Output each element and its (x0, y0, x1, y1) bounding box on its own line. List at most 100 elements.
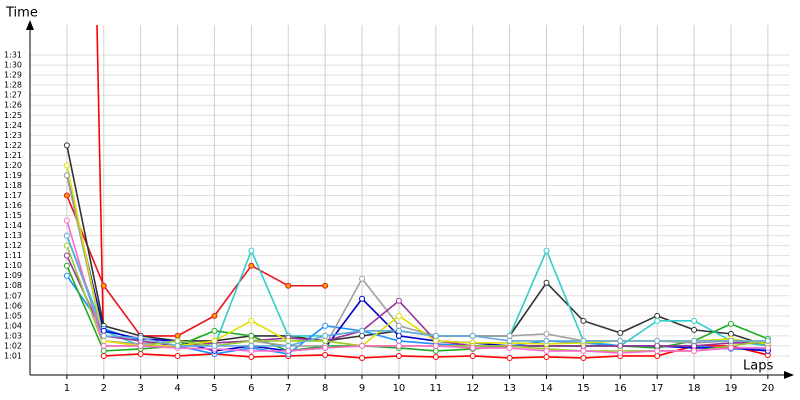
data-point (63, 172, 70, 179)
x-tick-label: 1 (64, 383, 70, 394)
data-point (432, 332, 439, 339)
data-point (211, 327, 218, 334)
data-point (137, 334, 144, 341)
data-point (174, 332, 181, 339)
data-point (63, 142, 70, 149)
data-point (543, 353, 550, 360)
x-tick-label: 19 (725, 383, 738, 394)
series-line (66, 265, 769, 352)
y-tick-label: 1:15 (4, 211, 22, 220)
data-point (63, 252, 70, 259)
y-tick-label: 1:05 (4, 311, 22, 320)
data-point (432, 342, 439, 349)
y-tick-label: 1:08 (4, 281, 22, 290)
data-point (211, 342, 218, 349)
data-point (727, 344, 734, 351)
data-point (617, 337, 624, 344)
data-point (617, 342, 624, 349)
data-point (691, 326, 698, 333)
x-tick-label: 13 (503, 383, 516, 394)
x-tick-label: 10 (393, 383, 406, 394)
x-tick-label: 11 (429, 383, 442, 394)
data-point (469, 352, 476, 359)
y-tick-label: 1:21 (4, 151, 22, 160)
data-point (359, 327, 366, 334)
x-tick-label: 9 (359, 383, 365, 394)
data-point (617, 349, 624, 356)
data-point (322, 344, 329, 351)
data-point (395, 322, 402, 329)
y-tick-label: 1:16 (4, 201, 22, 210)
y-axis-label: Time (5, 6, 38, 21)
data-point (322, 332, 329, 339)
data-point (654, 352, 661, 359)
series-line (66, 195, 326, 337)
data-point (359, 332, 366, 339)
data-point (506, 332, 513, 339)
data-point (359, 354, 366, 361)
data-point (322, 351, 329, 358)
data-point (322, 337, 329, 344)
x-tick-label: 17 (651, 383, 664, 394)
data-point (100, 347, 107, 354)
data-point (469, 344, 476, 351)
data-point (395, 327, 402, 334)
data-point (211, 337, 218, 344)
y-tick-label: 1:04 (4, 321, 22, 330)
data-point (543, 247, 550, 254)
data-point (580, 347, 587, 354)
y-tick-label: 1:26 (4, 101, 22, 110)
data-point (580, 354, 587, 361)
data-point (248, 317, 255, 324)
data-point (63, 162, 70, 169)
data-point (248, 342, 255, 349)
data-point (100, 337, 107, 344)
x-tick-label: 7 (285, 383, 291, 394)
x-tick-label: 6 (248, 383, 254, 394)
data-point (691, 337, 698, 344)
data-point (691, 317, 698, 324)
y-axis-arrow (26, 20, 34, 30)
data-point (248, 247, 255, 254)
data-point (764, 337, 771, 344)
data-point (727, 330, 734, 337)
data-point (395, 332, 402, 339)
data-point (137, 342, 144, 349)
y-tick-label: 1:25 (4, 111, 22, 120)
y-tick-label: 1:09 (4, 271, 22, 280)
data-point (63, 192, 70, 199)
y-tick-label: 1:23 (4, 131, 22, 140)
data-point (506, 344, 513, 351)
y-tick-label: 1:10 (4, 261, 22, 270)
data-point (580, 317, 587, 324)
data-point (691, 347, 698, 354)
data-point (727, 320, 734, 327)
data-point (63, 272, 70, 279)
x-tick-label: 3 (137, 383, 143, 394)
data-point (654, 317, 661, 324)
x-tick-label: 14 (540, 383, 553, 394)
y-tick-label: 1:06 (4, 301, 22, 310)
data-point (506, 354, 513, 361)
data-point (395, 342, 402, 349)
data-point (432, 337, 439, 344)
x-tick-label: 4 (174, 383, 180, 394)
data-point (617, 329, 624, 336)
data-point (764, 344, 771, 351)
y-tick-label: 1:30 (4, 61, 22, 70)
data-point (322, 322, 329, 329)
data-point (654, 337, 661, 344)
x-tick-label: 12 (466, 383, 479, 394)
data-point (100, 332, 107, 339)
x-tick-label: 15 (577, 383, 590, 394)
x-tick-label: 16 (614, 383, 627, 394)
data-point (543, 347, 550, 354)
y-tick-label: 1:02 (4, 341, 22, 350)
y-tick-label: 1:18 (4, 181, 22, 190)
y-tick-label: 1:01 (4, 351, 22, 360)
data-point (248, 332, 255, 339)
y-tick-label: 1:31 (4, 51, 22, 60)
data-point (63, 262, 70, 269)
data-point (691, 342, 698, 349)
